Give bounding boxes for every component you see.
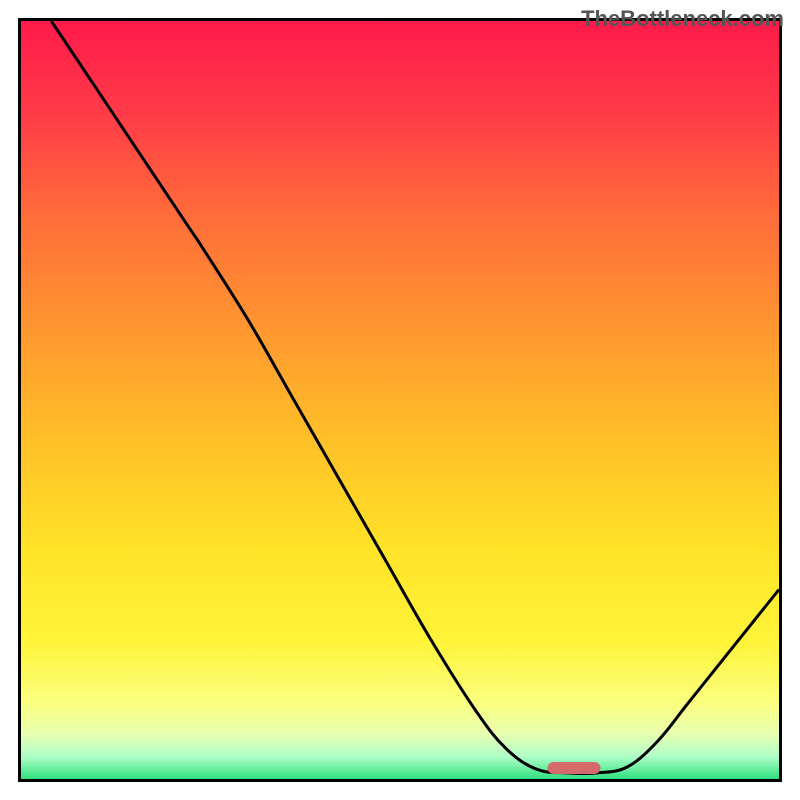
plot-area <box>18 18 782 782</box>
watermark-text: TheBottleneck.com <box>581 6 784 32</box>
optimal-marker <box>548 762 601 774</box>
curve-line <box>21 21 779 779</box>
bottleneck-chart <box>18 18 782 782</box>
